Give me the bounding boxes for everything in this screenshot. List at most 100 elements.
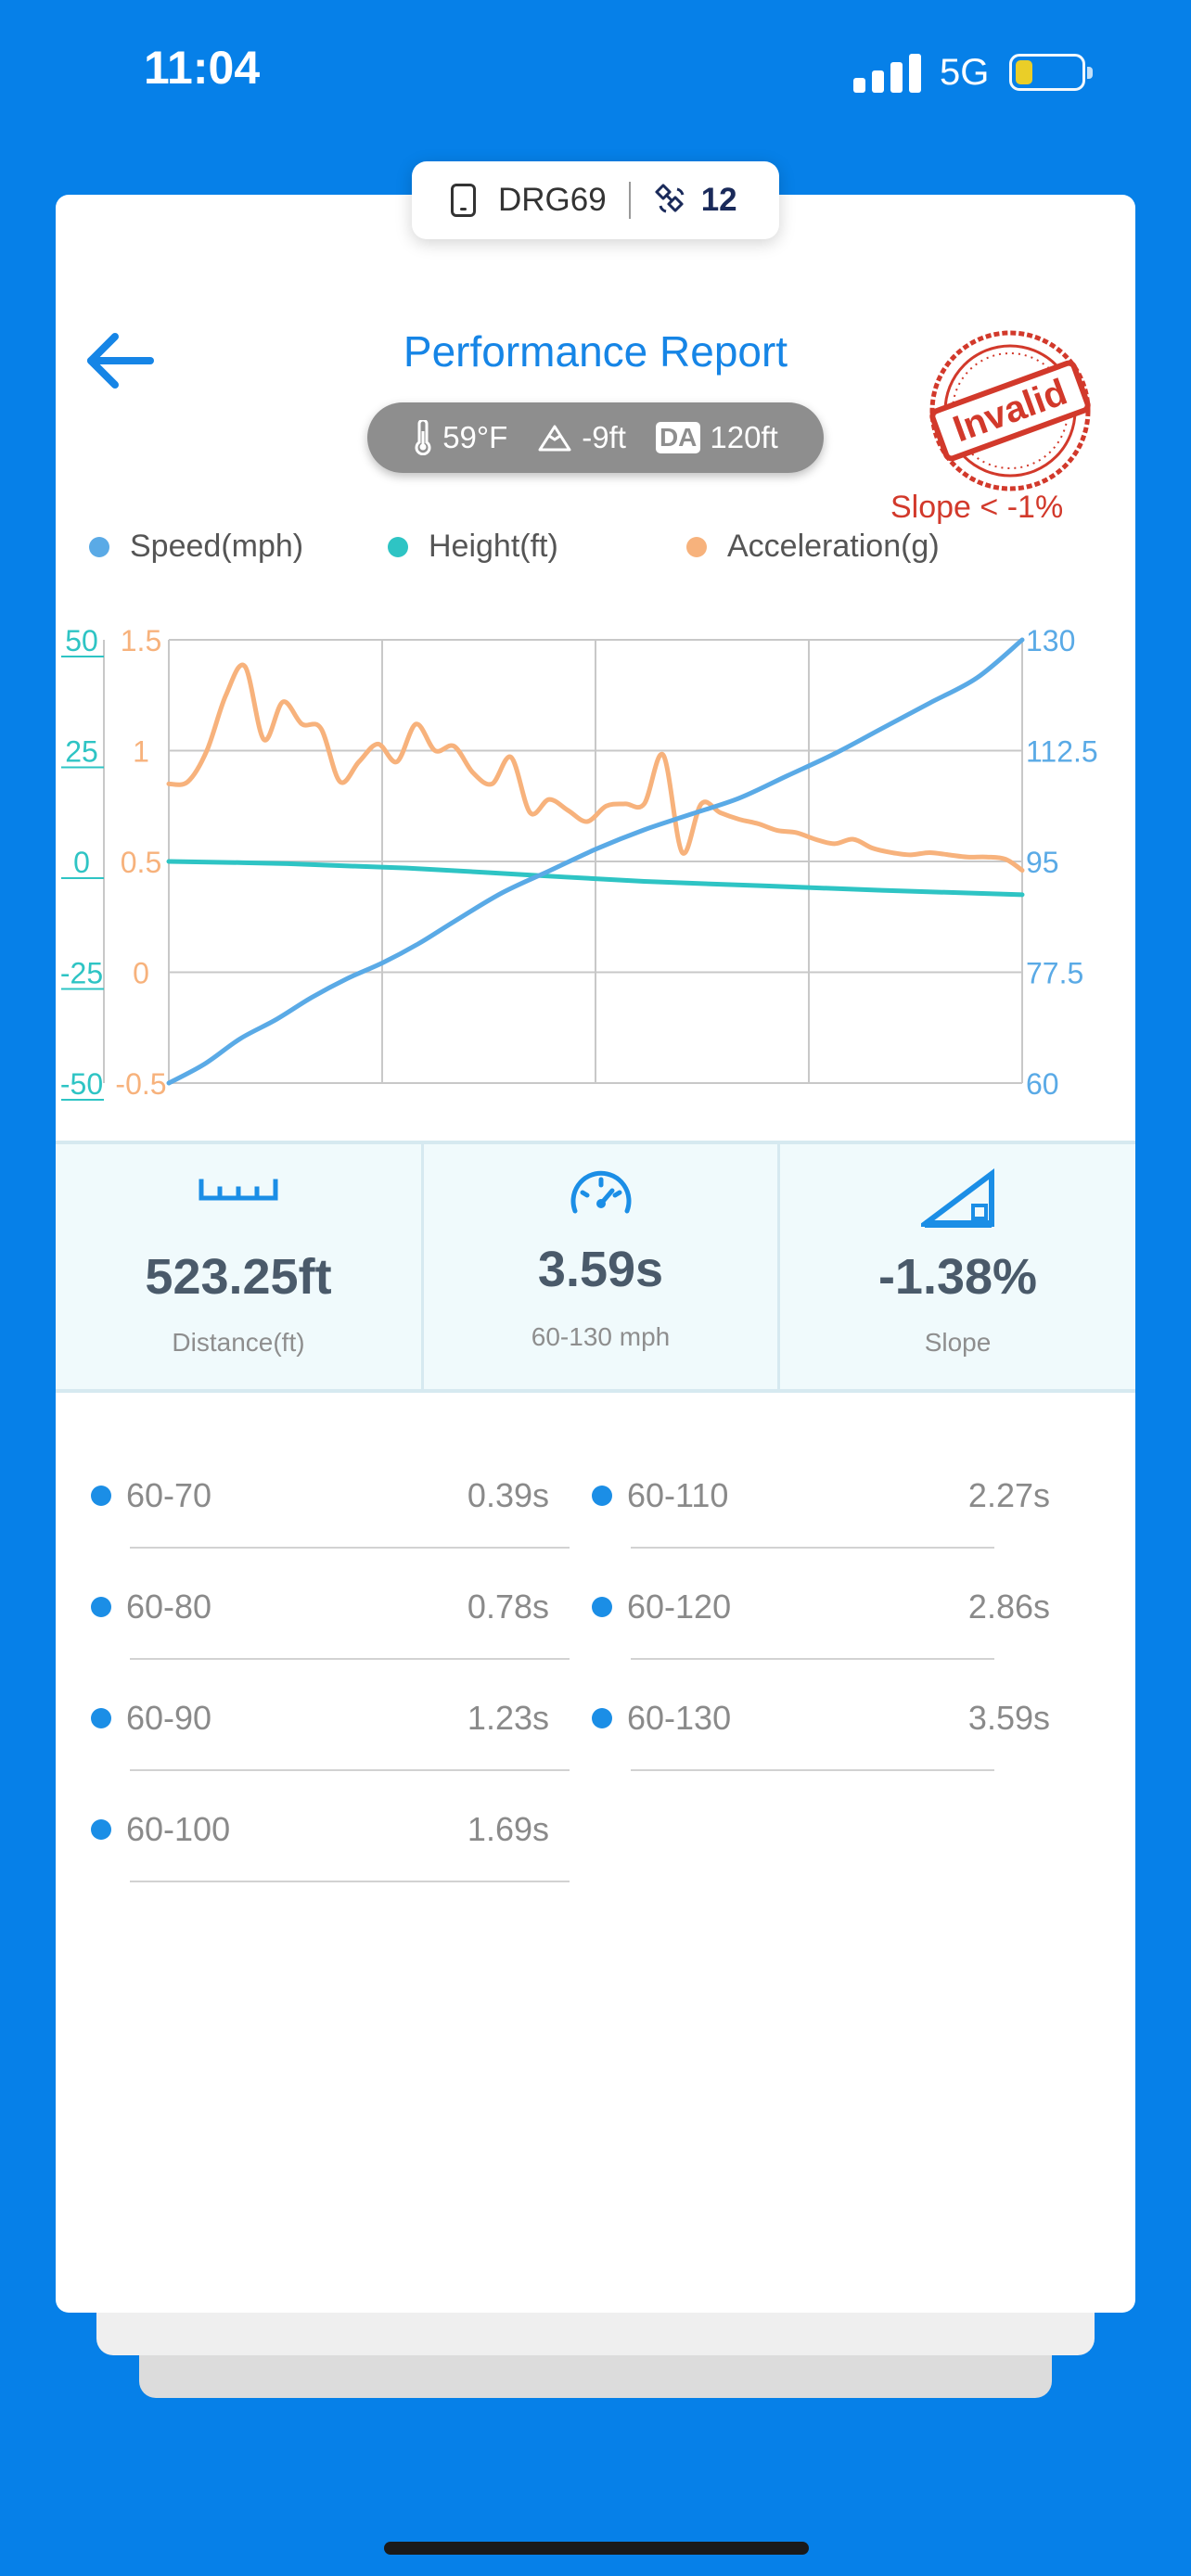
split-row: 60-110 2.27s — [592, 1469, 1050, 1549]
stat-slope: -1.38% Slope — [777, 1144, 1135, 1389]
back-arrow-icon[interactable] — [83, 330, 158, 391]
density-altitude-item: DA 120ft — [655, 420, 778, 455]
da-badge: DA — [655, 422, 701, 453]
legend-label: Speed(mph) — [130, 529, 304, 564]
split-row: 60-100 1.69s — [91, 1803, 570, 1882]
performance-chart: 50 25 0 -25 -50 1.5 1 0.5 0 -0.5 130 112.5 95 77.5 60 — [60, 624, 1098, 1101]
split-range: 60-80 — [126, 1588, 212, 1626]
chart-legend: Speed(mph) Height(ft) Acceleration(g) — [89, 529, 940, 565]
acceleration-tick-label: 0 — [133, 957, 149, 990]
split-divider — [130, 1658, 570, 1660]
slope-warning: Slope < -1% — [890, 490, 1064, 525]
pill-divider — [628, 182, 631, 219]
series-line-speed — [166, 637, 1025, 1086]
split-range: 60-120 — [627, 1588, 732, 1626]
device-pill[interactable]: DRG69 12 — [412, 161, 779, 239]
split-time: 2.86s — [967, 1588, 1050, 1626]
split-time: 1.23s — [467, 1699, 549, 1737]
time-value: 3.59s — [537, 1242, 664, 1297]
slope-icon — [920, 1168, 994, 1228]
speed-tick-label: 77.5 — [1026, 957, 1083, 990]
split-row: 60-90 1.23s — [91, 1691, 570, 1771]
split-divider — [130, 1547, 570, 1549]
altitude-value: -9ft — [582, 420, 626, 454]
temperature-value: 59°F — [442, 420, 508, 454]
split-range: 60-70 — [126, 1476, 212, 1514]
series-line-height — [166, 859, 1025, 898]
signal-icon — [853, 52, 921, 93]
split-dot — [91, 1597, 111, 1617]
density-altitude-value: 120ft — [710, 420, 778, 454]
split-range: 60-100 — [126, 1810, 231, 1848]
split-dot — [592, 1708, 612, 1728]
ruler-icon — [198, 1179, 278, 1201]
stat-distance: 523.25ft Distance(ft) — [56, 1144, 421, 1389]
speed-tick-label: 112.5 — [1026, 735, 1098, 769]
thermometer-icon — [415, 420, 431, 455]
split-divider — [130, 1881, 570, 1882]
network-type: 5G — [940, 51, 990, 93]
altitude-item: -9ft — [537, 420, 626, 455]
legend-acceleration[interactable]: Acceleration(g) — [686, 529, 940, 565]
split-dot — [91, 1708, 111, 1728]
height-tick-label: 25 — [65, 735, 98, 769]
acceleration-tick-label: 1 — [133, 735, 149, 769]
height-tick-label: 0 — [73, 846, 90, 879]
speed-tick-label: 95 — [1026, 846, 1059, 879]
split-divider — [130, 1769, 570, 1771]
legend-label: Acceleration(g) — [727, 529, 940, 564]
series-line-accel — [166, 662, 1025, 874]
acceleration-tick-label: 1.5 — [121, 624, 161, 657]
split-range: 60-90 — [126, 1699, 212, 1737]
slope-value: -1.38% — [877, 1249, 1038, 1305]
legend-height[interactable]: Height(ft) — [388, 529, 686, 565]
split-dot — [91, 1819, 111, 1840]
speed-tick-label: 60 — [1026, 1067, 1059, 1101]
satellite-count: 12 — [700, 182, 737, 218]
distance-value: 523.25ft — [145, 1249, 332, 1305]
split-range: 60-110 — [627, 1476, 729, 1514]
legend-dot — [686, 536, 707, 557]
device-name: DRG69 — [498, 182, 607, 218]
split-row: 60-130 3.59s — [592, 1691, 1050, 1771]
legend-label: Height(ft) — [429, 529, 558, 564]
height-tick-label: -50 — [60, 1067, 103, 1101]
split-row: 60-120 2.86s — [592, 1580, 1050, 1660]
split-dot — [592, 1486, 612, 1506]
mountain-icon — [538, 425, 571, 452]
temperature-item: 59°F — [413, 420, 507, 455]
stat-time: 3.59s 60-130 mph — [421, 1144, 777, 1389]
conditions-pill: 59°F -9ft DA 120ft — [367, 402, 824, 473]
status-time: 11:04 — [144, 42, 261, 94]
split-time: 3.59s — [967, 1699, 1050, 1737]
height-tick-label: -25 — [60, 957, 103, 990]
acceleration-tick-label: 0.5 — [121, 846, 161, 879]
satellite-icon — [655, 184, 685, 213]
device-icon — [451, 184, 476, 217]
height-tick-label: 50 — [65, 624, 98, 657]
split-divider — [631, 1658, 994, 1660]
split-divider — [631, 1547, 994, 1549]
battery-icon — [1009, 54, 1094, 91]
stats-band: 523.25ft Distance(ft) 3.59s 60-130 mph — [56, 1141, 1135, 1393]
split-divider — [631, 1769, 994, 1771]
speed-tick-label: 130 — [1026, 624, 1075, 657]
speedometer-icon — [570, 1170, 631, 1214]
time-label: 60-130 mph — [531, 1322, 671, 1351]
split-range: 60-130 — [627, 1699, 732, 1737]
status-indicators: 5G — [853, 46, 1094, 98]
split-dot — [592, 1597, 612, 1617]
split-row: 60-80 0.78s — [91, 1580, 570, 1660]
split-time: 0.39s — [467, 1476, 549, 1514]
acceleration-tick-label: -0.5 — [115, 1067, 166, 1101]
legend-dot — [89, 536, 109, 557]
legend-speed[interactable]: Speed(mph) — [89, 529, 388, 565]
split-time: 0.78s — [467, 1588, 549, 1626]
distance-label: Distance(ft) — [172, 1328, 305, 1357]
split-dot — [91, 1486, 111, 1506]
split-time: 2.27s — [967, 1476, 1050, 1514]
home-indicator[interactable] — [384, 2542, 809, 2555]
split-time: 1.69s — [467, 1810, 549, 1848]
legend-dot — [388, 536, 408, 557]
